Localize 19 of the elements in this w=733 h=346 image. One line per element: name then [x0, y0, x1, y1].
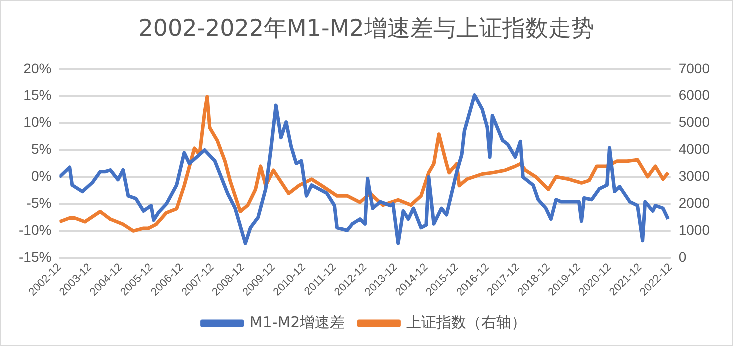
chart-title: 2002-2022年M1-M2增速差与上证指数走势 [138, 15, 596, 44]
y-tick-label: -5% [26, 195, 52, 212]
y2-tick-label: 1000 [678, 222, 710, 238]
y2-tick-label: 3000 [678, 168, 710, 184]
legend-label: M1-M2增速差 [250, 313, 346, 332]
legend-label: 上证指数（右轴） [406, 313, 527, 332]
y2-tick-label: 6000 [678, 87, 710, 104]
y2-tick-label: 5000 [678, 114, 710, 130]
y-tick-label: -15% [18, 248, 52, 265]
y-tick-label: 15% [24, 87, 52, 104]
y2-tick-label: 0 [678, 248, 687, 265]
y-tick-label: 20% [24, 60, 52, 76]
y2-tick-label: 7000 [678, 60, 710, 76]
y2-tick-label: 4000 [678, 141, 710, 158]
y-tick-label: -10% [18, 222, 52, 238]
y-tick-label: 0% [31, 168, 52, 184]
y-tick-label: 5% [31, 141, 52, 158]
y-tick-label: 10% [24, 114, 52, 130]
y2-tick-label: 2000 [678, 195, 710, 212]
